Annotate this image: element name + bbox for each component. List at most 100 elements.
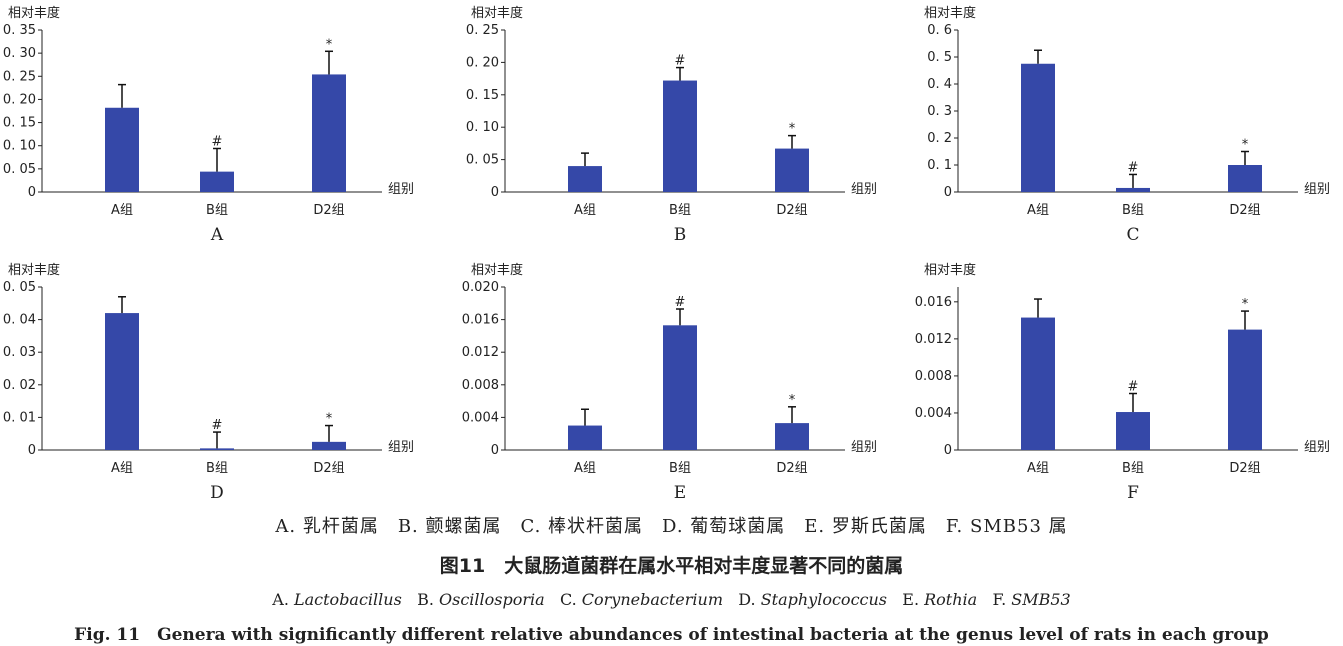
latin-prefix-d: D.	[738, 590, 761, 609]
x-axis-title: 组别	[388, 182, 414, 197]
bar	[1116, 187, 1150, 192]
y-tick-label: 0.012	[462, 345, 499, 360]
y-tick-label: 0. 10	[3, 139, 36, 154]
y-tick-label: 0. 4	[927, 77, 952, 92]
charts-canvas: 00. 050. 100. 150. 200. 250. 300. 35相对丰度…	[3, 5, 1330, 503]
x-tick-label: B组	[669, 203, 691, 218]
x-tick-label: D2组	[1229, 203, 1260, 218]
latin-prefix-b: B.	[417, 590, 439, 609]
y-tick-label: 0.008	[915, 369, 952, 384]
x-axis-title: 组别	[1304, 182, 1330, 197]
y-tick-label: 0. 15	[3, 116, 36, 131]
y-tick-label: 0. 05	[3, 162, 36, 177]
bar	[775, 423, 809, 450]
bar	[312, 441, 346, 450]
x-tick-label: D2组	[313, 203, 344, 218]
significance-marker: *	[789, 122, 796, 137]
significance-marker: *	[789, 393, 796, 408]
significance-marker: #	[1128, 380, 1139, 395]
panel-letter: A	[210, 225, 224, 245]
x-axis-title: 组别	[388, 440, 414, 455]
y-axis-title: 相对丰度	[8, 262, 60, 278]
bar	[775, 148, 809, 192]
bar	[1021, 63, 1055, 192]
latin-name-d: Staphylococcus	[760, 590, 887, 609]
y-tick-label: 0. 20	[466, 55, 499, 70]
bar	[568, 425, 602, 450]
y-tick-label: 0	[28, 443, 36, 458]
bar	[1228, 165, 1262, 192]
x-axis-title: 组别	[851, 440, 877, 455]
x-tick-label: D2组	[776, 203, 807, 218]
y-tick-label: 0.016	[915, 295, 952, 310]
y-tick-label: 0. 15	[466, 88, 499, 103]
latin-prefix-f: F.	[992, 590, 1012, 609]
latin-name-e: Rothia	[924, 590, 978, 609]
chart-grid: 0 0. 05 0. 10 0. 15 0. 20 0. 25 0. 30 0. 35 相对丰度…	[3, 5, 1330, 503]
bar	[663, 325, 697, 450]
y-tick-label: 0.016	[462, 313, 499, 328]
x-tick-label: A组	[574, 203, 596, 218]
y-axis-title: 相对丰度	[471, 262, 523, 278]
y-tick-label: 0. 25	[466, 23, 499, 38]
y-tick-label: 0. 6	[927, 23, 952, 38]
x-tick-label: A组	[111, 461, 133, 476]
significance-marker: #	[212, 418, 223, 433]
x-tick-label: D2组	[313, 461, 344, 476]
y-tick-label: 0. 02	[3, 378, 36, 393]
panel-letter: F	[1127, 483, 1139, 503]
y-tick-label: 0	[491, 185, 499, 200]
y-axis-title: 相对丰度	[8, 5, 60, 21]
x-tick-label: B组	[1122, 461, 1144, 476]
y-axis-title: 相对丰度	[924, 262, 976, 278]
y-tick-label: 0	[944, 185, 952, 200]
bar	[1021, 317, 1055, 450]
bar	[105, 107, 139, 192]
bar	[312, 74, 346, 192]
significance-marker: #	[675, 295, 686, 310]
y-tick-label: 0. 10	[466, 120, 499, 135]
x-tick-label: A组	[1027, 203, 1049, 218]
bar	[1116, 412, 1150, 450]
y-tick-label: 0. 03	[3, 345, 36, 360]
y-tick-label: 0. 3	[927, 104, 952, 119]
x-tick-label: B组	[206, 203, 228, 218]
x-tick-label: A组	[111, 203, 133, 218]
y-tick-label: 0. 20	[3, 92, 36, 107]
panel-letter: D	[210, 483, 224, 503]
y-tick-label: 0. 1	[927, 158, 952, 173]
x-tick-label: D2组	[1229, 461, 1260, 476]
bar	[1228, 329, 1262, 450]
x-tick-label: B组	[206, 461, 228, 476]
y-tick-label: 0	[28, 185, 36, 200]
y-tick-label: 0.008	[462, 378, 499, 393]
y-tick-label: 0.020	[462, 280, 499, 295]
latin-name-a: Lactobacillus	[294, 590, 402, 609]
bar	[105, 313, 139, 450]
latin-name-f: SMB53	[1011, 590, 1071, 609]
bar	[663, 80, 697, 192]
significance-marker: #	[1128, 160, 1139, 175]
bar	[568, 166, 602, 192]
y-tick-label: 0. 04	[3, 313, 36, 328]
latin-name-c: Corynebacterium	[581, 590, 723, 609]
figure-title-cn: 图11 大鼠肠道菌群在属水平相对丰度显著不同的菌属	[439, 555, 904, 577]
latin-prefix-a: A.	[272, 590, 294, 609]
figure-title-en: Fig. 11 Genera with significantly differ…	[74, 625, 1269, 645]
y-tick-label: 0. 30	[3, 46, 36, 61]
y-tick-label: 0. 05	[466, 153, 499, 168]
y-tick-label: 0. 2	[927, 131, 952, 146]
latin-prefix-e: E.	[902, 590, 925, 609]
y-tick-label: 0. 25	[3, 69, 36, 84]
x-tick-label: B组	[669, 461, 691, 476]
y-tick-label: 0. 01	[3, 410, 36, 425]
significance-marker: *	[1242, 297, 1249, 312]
x-tick-label: B组	[1122, 203, 1144, 218]
panel-letter: B	[674, 225, 687, 245]
bar	[200, 171, 234, 192]
y-tick-label: 0.012	[915, 332, 952, 347]
y-axis-title: 相对丰度	[471, 5, 523, 21]
genus-latin-caption: A. Lactobacillus B. Oscillosporia C. Cor…	[0, 590, 1343, 609]
y-tick-label: 0.004	[915, 406, 952, 421]
x-tick-label: A组	[1027, 461, 1049, 476]
